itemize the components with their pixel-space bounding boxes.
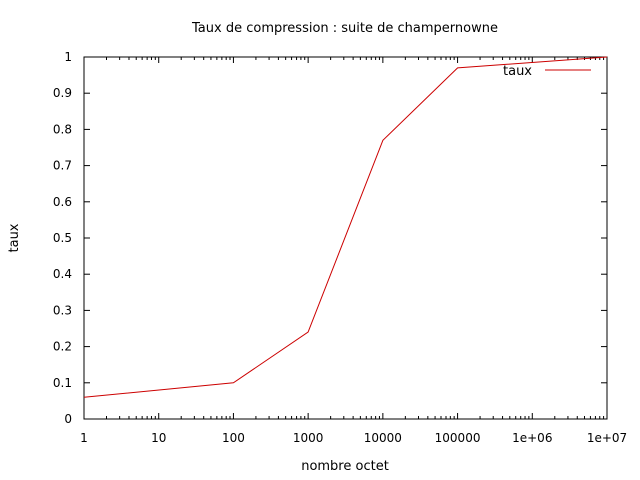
series-line-taux bbox=[83, 56, 608, 398]
y-tick-label: 0 bbox=[64, 412, 72, 426]
x-tick-label: 10 bbox=[151, 431, 166, 445]
y-tick-label: 0.7 bbox=[53, 159, 72, 173]
x-axis-ticks: 1 10 100 1000 10000 100000 1e+06 1e+07 bbox=[80, 57, 627, 445]
y-tick-label: 0.8 bbox=[53, 122, 72, 136]
y-tick-label: 0.3 bbox=[53, 303, 72, 317]
y-tick-label: 0.1 bbox=[53, 376, 72, 390]
y-tick-label: 0.6 bbox=[53, 195, 72, 209]
chart-title: Taux de compression : suite de champerno… bbox=[191, 21, 498, 36]
y-tick-label: 1 bbox=[64, 50, 72, 64]
x-axis-label: nombre octet bbox=[301, 459, 389, 474]
legend: taux bbox=[503, 64, 591, 79]
y-tick-label: 0.9 bbox=[53, 86, 72, 100]
y-tick-label: 0.5 bbox=[53, 231, 72, 245]
y-tick-label: 0.4 bbox=[53, 267, 72, 281]
y-tick-label: 0.2 bbox=[53, 340, 72, 354]
series-group bbox=[83, 56, 608, 398]
x-tick-label: 10000 bbox=[364, 431, 402, 445]
x-tick-label: 100 bbox=[222, 431, 245, 445]
x-tick-label: 1e+06 bbox=[512, 431, 552, 445]
x-tick-label: 1 bbox=[80, 431, 88, 445]
plot-area-border bbox=[83, 56, 608, 420]
y-axis-ticks: 0 0.1 0.2 0.3 0.4 0.5 0.6 0.7 0.8 0.9 1 bbox=[53, 50, 607, 426]
y-axis-label: taux bbox=[7, 223, 22, 252]
x-tick-label: 1e+07 bbox=[587, 431, 627, 445]
legend-label-taux: taux bbox=[503, 64, 532, 79]
x-tick-label: 100000 bbox=[435, 431, 481, 445]
x-tick-label: 1000 bbox=[293, 431, 324, 445]
